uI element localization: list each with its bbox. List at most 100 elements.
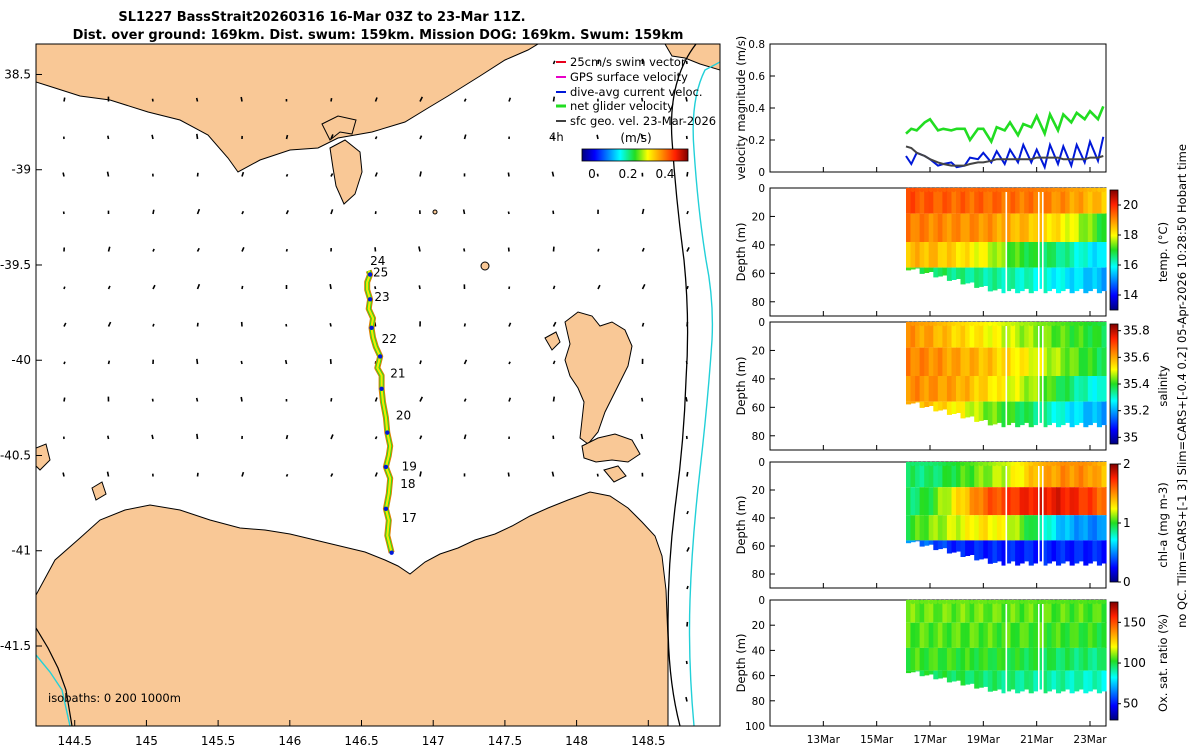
velocity-arrow <box>285 210 289 215</box>
chlorophyll-section-surface-dot <box>933 461 938 467</box>
oxygen-section-cell <box>919 600 925 623</box>
chlorophyll-section-cell <box>992 540 998 563</box>
oxygen-section-cell <box>1096 670 1102 694</box>
chlorophyll-section-cell <box>983 540 989 559</box>
chlorophyll-section-cell <box>996 462 1002 488</box>
temperature-section-cell <box>942 242 948 268</box>
salinity-section-surface-dot <box>915 321 920 327</box>
oxygen-section-cell <box>1060 670 1066 692</box>
salinity-section-cell <box>974 401 980 422</box>
temperature-section-cell <box>1056 188 1062 214</box>
chlorophyll-section-ytick-label: 20 <box>752 485 765 497</box>
map-xtick-label: 145.5 <box>201 734 235 748</box>
chlorophyll-section-cell <box>992 515 998 541</box>
chlorophyll-section-cell <box>924 487 930 516</box>
salinity-section-cell <box>1051 347 1057 376</box>
chlorophyll-section-panel: 0 20 40 60 80 Depth (m) 0 1 2 chl-a (mg m-3) <box>734 457 1170 589</box>
chlorophyll-section-surface-dot <box>942 461 947 467</box>
temperature-section-cell <box>996 267 1002 289</box>
temperature-section-cell <box>1028 213 1034 242</box>
velocity-arrow <box>686 547 690 552</box>
temperature-section-cell <box>1028 188 1034 214</box>
temperature-section-cell <box>1056 267 1062 294</box>
chlorophyll-section-cell <box>946 515 952 541</box>
salinity-section-cell <box>1042 376 1048 402</box>
salinity-section-cell <box>1010 376 1016 402</box>
oxygen-section-cell <box>1101 647 1107 671</box>
velocity-arrow <box>240 360 243 365</box>
salinity-section-cell <box>965 401 971 418</box>
temperature-section-cell <box>933 242 939 268</box>
oxygen-section-cell <box>924 647 930 671</box>
oxygen-section-cell <box>946 647 952 671</box>
chlorophyll-section-surface-dot <box>1019 461 1025 467</box>
oxygen-section-cell <box>1015 670 1021 694</box>
chlorophyll-section-cell <box>1060 462 1066 488</box>
chlorophyll-section-cell <box>1033 462 1039 488</box>
chlorophyll-section-cell <box>919 487 925 516</box>
temperature-section-surface-dot <box>1019 187 1025 193</box>
salinity-section-cell <box>1083 401 1089 428</box>
legend-gps-label: GPS surface velocity <box>570 70 688 84</box>
oxygen-section-cell <box>915 670 921 672</box>
salinity-section-cell <box>1096 401 1102 428</box>
salinity-section-cell <box>965 322 971 348</box>
oxygen-section-cell <box>951 647 957 671</box>
salinity-section-surface-dot <box>1037 321 1043 327</box>
velocity-arrow <box>463 323 466 327</box>
chlorophyll-section-cell <box>924 462 930 488</box>
map-ytick-label: 38.5 <box>4 67 31 81</box>
salinity-section-cell <box>1015 401 1021 428</box>
oxygen-section-surface-dot <box>910 599 915 605</box>
chlorophyll-section-surface-dot <box>1006 461 1011 467</box>
day-label: 25 <box>373 265 388 279</box>
salinity-section-cell <box>910 401 916 404</box>
temperature-section-cell <box>978 213 984 242</box>
oxygen-section-cell <box>960 647 966 671</box>
chlorophyll-section-cell <box>1028 515 1034 541</box>
salinity-section-ytick-label: 60 <box>752 402 765 414</box>
time-xtick-label: 13Mar <box>807 734 841 746</box>
chlorophyll-section-cell <box>910 487 916 516</box>
chlorophyll-section-cell <box>1037 487 1043 516</box>
velocity-arrow <box>152 284 156 290</box>
chlorophyll-section-ctick-label: 0 <box>1123 575 1131 589</box>
day-label: 24 <box>370 254 385 268</box>
velocity-ytick-label: 0.8 <box>748 39 765 51</box>
chlorophyll-section-cell <box>1046 487 1052 516</box>
chlorophyll-section-cell <box>951 487 957 516</box>
oxygen-section-cell <box>1006 622 1012 648</box>
chlorophyll-section-cell <box>992 487 998 516</box>
salinity-section-surface-dot <box>1001 321 1006 327</box>
temperature-section-cell <box>1074 188 1080 214</box>
chlorophyll-section-cell <box>942 540 948 549</box>
salinity-section-surface-dot <box>906 321 911 327</box>
chlorophyll-section-ylabel: Depth (m) <box>734 496 748 555</box>
oxygen-section-cell <box>983 600 989 623</box>
velocity-arrow <box>241 471 245 477</box>
oxygen-section-cell <box>937 670 943 679</box>
oxygen-section-cell <box>933 622 939 648</box>
oxygen-section-cell <box>937 600 943 623</box>
chlorophyll-section-surface-dot <box>1042 461 1047 467</box>
salinity-section-cell <box>1006 322 1012 348</box>
oxygen-section-cell <box>969 600 975 623</box>
temperature-section-surface-dot <box>1010 187 1015 193</box>
chlorophyll-section-cell <box>1074 462 1080 488</box>
salinity-section-cell <box>1083 347 1089 376</box>
oxygen-section-cell <box>956 600 962 623</box>
oxygen-section-cell <box>996 600 1002 623</box>
chlorophyll-section-cell <box>1092 462 1098 488</box>
temperature-section-cell <box>1078 213 1084 242</box>
oxygen-section-surface-dot <box>1097 599 1102 605</box>
salinity-section-surface-dot <box>997 321 1002 327</box>
chlorophyll-section-cell <box>906 487 912 516</box>
temperature-section-cell <box>1092 213 1098 242</box>
velocity-arrow <box>151 134 154 140</box>
temperature-section-cell <box>919 242 925 268</box>
oxygen-section-gap <box>1038 604 1040 708</box>
oxygen-section-cell <box>906 647 912 671</box>
chlorophyll-section-cell <box>1083 540 1089 566</box>
